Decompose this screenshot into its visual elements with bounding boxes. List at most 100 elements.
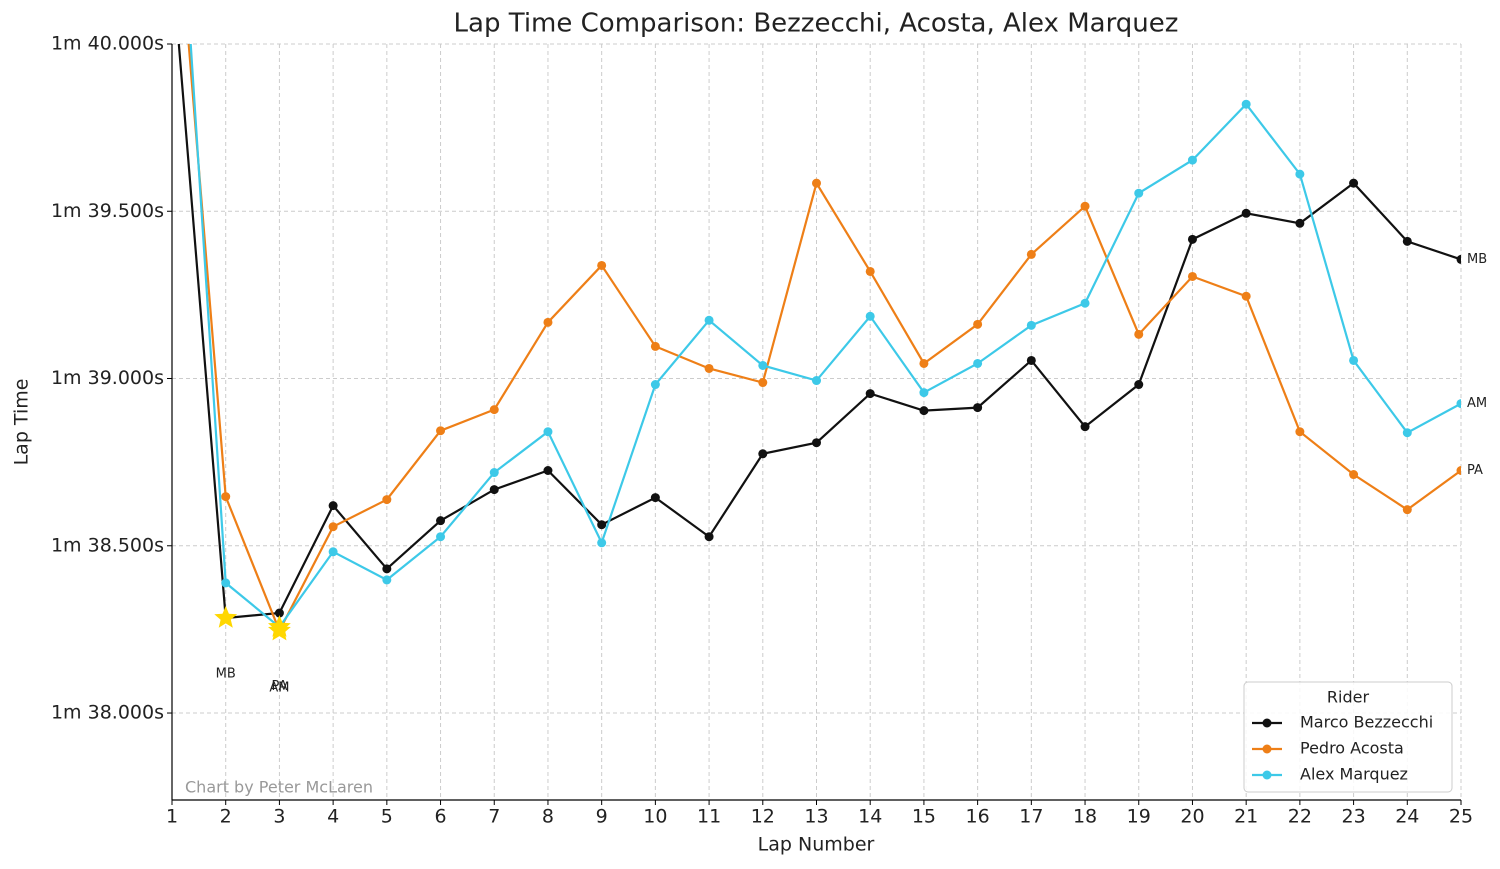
legend-label: Alex Marquez: [1300, 765, 1408, 784]
best-lap-label: PA: [271, 679, 287, 694]
data-point: [1456, 399, 1461, 409]
x-tick-label: 3: [273, 806, 285, 828]
x-tick-label: 5: [381, 806, 393, 828]
x-tick-label: 11: [697, 806, 721, 828]
data-point: [1402, 428, 1412, 438]
data-point: [1187, 155, 1197, 165]
data-point: [1456, 466, 1461, 476]
data-point: [919, 406, 929, 416]
data-point: [1349, 178, 1359, 188]
data-point: [704, 532, 714, 542]
legend-title: Rider: [1327, 688, 1370, 707]
legend: Rider Marco Bezzecchi Pedro Acosta Alex Mar…: [1243, 681, 1453, 793]
x-tick-label: 10: [643, 806, 667, 828]
data-point: [650, 380, 660, 390]
data-point: [382, 575, 392, 585]
legend-marker: [1262, 744, 1272, 754]
x-tick-label: 8: [542, 806, 554, 828]
legend-marker: [1262, 718, 1272, 728]
data-point: [1187, 271, 1197, 281]
x-tick-label: 6: [434, 806, 446, 828]
legend-label: Marco Bezzecchi: [1300, 713, 1433, 732]
data-point: [382, 495, 392, 505]
data-point: [973, 403, 983, 413]
x-tick-label: 9: [596, 806, 608, 828]
legend-marker: [1262, 770, 1272, 780]
x-tick-label: 12: [751, 806, 775, 828]
data-point: [1349, 355, 1359, 365]
data-point: [1080, 298, 1090, 308]
data-point: [650, 341, 660, 351]
plot-area: [177, 44, 1461, 636]
data-point: [1026, 355, 1036, 365]
best-lap-label: AM: [269, 681, 289, 696]
data-point: [1187, 234, 1197, 244]
data-point: [543, 427, 553, 437]
data-point: [1402, 505, 1412, 515]
y-tick-label: 1m 39.000s: [51, 367, 164, 389]
data-point: [543, 317, 553, 327]
data-point: [1456, 254, 1461, 264]
y-tick-label: 1m 38.500s: [51, 534, 164, 556]
x-tick-label: 18: [1073, 806, 1097, 828]
data-point: [221, 578, 231, 588]
data-point: [758, 378, 768, 388]
data-point: [1134, 380, 1144, 390]
data-point: [865, 389, 875, 399]
data-point: [1026, 320, 1036, 330]
x-tick-label: 4: [327, 806, 339, 828]
data-point: [328, 547, 338, 557]
data-point: [1349, 470, 1359, 480]
data-point: [812, 438, 821, 448]
data-point: [489, 485, 499, 495]
data-point: [543, 466, 553, 476]
data-point: [812, 376, 821, 386]
best-lap-label: MB: [216, 667, 236, 682]
y-tick-label: 1m 38.000s: [51, 702, 164, 724]
data-point: [1295, 218, 1305, 228]
end-label: PA: [1467, 463, 1483, 478]
best-lap-star: [268, 615, 291, 637]
x-tick-label: 2: [220, 806, 232, 828]
best-lap-star: [214, 606, 238, 628]
data-point: [597, 260, 607, 270]
data-point: [758, 360, 768, 370]
x-tick-label: 13: [804, 806, 828, 828]
data-point: [1241, 208, 1251, 218]
data-point: [650, 493, 660, 503]
data-point: [597, 538, 607, 548]
data-point: [704, 363, 714, 373]
data-point: [704, 315, 714, 325]
y-tick-label: 1m 39.500s: [51, 200, 164, 222]
x-tick-label: 17: [1019, 806, 1043, 828]
data-point: [865, 311, 875, 321]
x-tick-label: 20: [1180, 806, 1204, 828]
x-tick-label: 19: [1127, 806, 1151, 828]
credit: Chart by Peter McLaren: [185, 778, 373, 797]
data-point: [973, 358, 983, 368]
data-point: [1402, 236, 1412, 246]
x-tick-label: 22: [1288, 806, 1312, 828]
data-point: [1295, 169, 1305, 179]
chart-title: Lap Time Comparison: Bezzecchi, Acosta, …: [454, 9, 1179, 39]
end-label: MB: [1467, 252, 1487, 267]
data-point: [1080, 201, 1090, 211]
data-point: [1295, 427, 1305, 437]
data-point: [758, 449, 768, 459]
x-axis-label: Lap Number: [758, 834, 875, 856]
x-tick-label: 16: [966, 806, 990, 828]
data-point: [1241, 291, 1251, 301]
data-point: [812, 178, 821, 188]
data-point: [436, 426, 446, 436]
data-point: [919, 388, 929, 398]
data-point: [1026, 249, 1036, 259]
data-point: [1241, 99, 1251, 109]
series-line: [177, 44, 1461, 620]
y-axis-label: Lap Time: [11, 379, 33, 466]
data-point: [1134, 329, 1144, 339]
data-point: [865, 266, 875, 276]
data-point: [1134, 188, 1144, 198]
data-point: [436, 516, 446, 526]
legend-box: [1243, 681, 1453, 793]
